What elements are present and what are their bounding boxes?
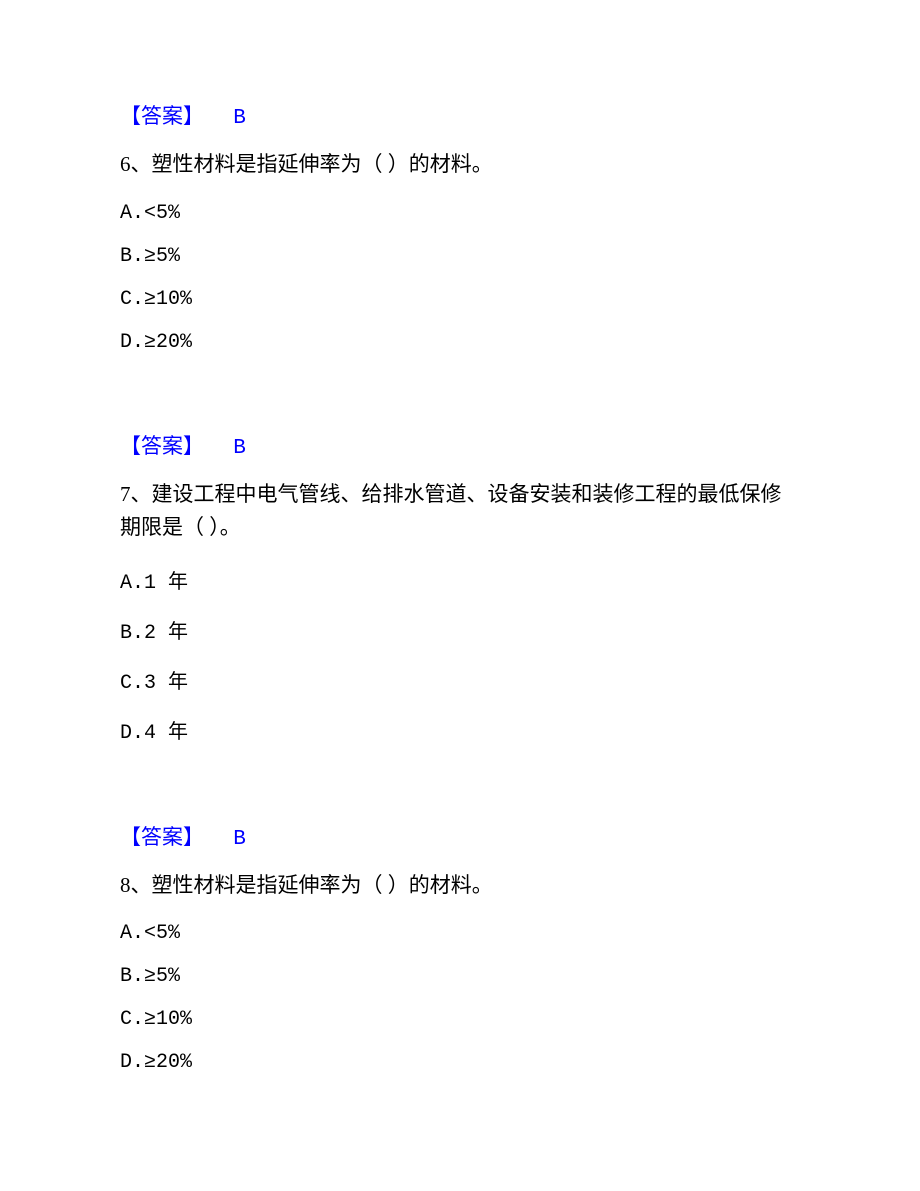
- question-text: 7、建设工程中电气管线、给排水管道、设备安装和装修工程的最低保修期限是（ ）。: [120, 478, 800, 545]
- answer-value: B: [233, 828, 246, 851]
- question-group-5-6: 【答案】 B 6、塑性材料是指延伸率为（ ）的材料。 A.<5% B.≥5% C…: [120, 100, 800, 354]
- option-a: A.<5%: [120, 922, 800, 945]
- option-b: B.≥5%: [120, 965, 800, 988]
- answer-7: 【答案】 B: [120, 821, 800, 851]
- answer-value: B: [233, 107, 246, 130]
- question-group-7-8: 【答案】 B 8、塑性材料是指延伸率为（ ）的材料。 A.<5% B.≥5% C…: [120, 821, 800, 1075]
- option-d: D.≥20%: [120, 331, 800, 354]
- option-d: D.4 年: [120, 715, 800, 745]
- option-a: A.<5%: [120, 202, 800, 225]
- question-7: 7、建设工程中电气管线、给排水管道、设备安装和装修工程的最低保修期限是（ ）。 …: [120, 478, 800, 745]
- answer-6: 【答案】 B: [120, 430, 800, 460]
- answer-5: 【答案】 B: [120, 100, 800, 130]
- question-text: 6、塑性材料是指延伸率为（ ）的材料。: [120, 148, 800, 182]
- option-a: A.1 年: [120, 565, 800, 595]
- option-b: B.≥5%: [120, 245, 800, 268]
- question-8: 8、塑性材料是指延伸率为（ ）的材料。 A.<5% B.≥5% C.≥10% D…: [120, 869, 800, 1075]
- answer-label: 【答案】: [120, 825, 204, 849]
- option-d: D.≥20%: [120, 1051, 800, 1074]
- answer-label: 【答案】: [120, 104, 204, 128]
- question-text: 8、塑性材料是指延伸率为（ ）的材料。: [120, 869, 800, 903]
- question-group-6-7: 【答案】 B 7、建设工程中电气管线、给排水管道、设备安装和装修工程的最低保修期…: [120, 430, 800, 745]
- option-b: B.2 年: [120, 615, 800, 645]
- answer-label: 【答案】: [120, 434, 204, 458]
- option-c: C.≥10%: [120, 288, 800, 311]
- option-c: C.3 年: [120, 665, 800, 695]
- question-6: 6、塑性材料是指延伸率为（ ）的材料。 A.<5% B.≥5% C.≥10% D…: [120, 148, 800, 354]
- option-c: C.≥10%: [120, 1008, 800, 1031]
- answer-value: B: [233, 437, 246, 460]
